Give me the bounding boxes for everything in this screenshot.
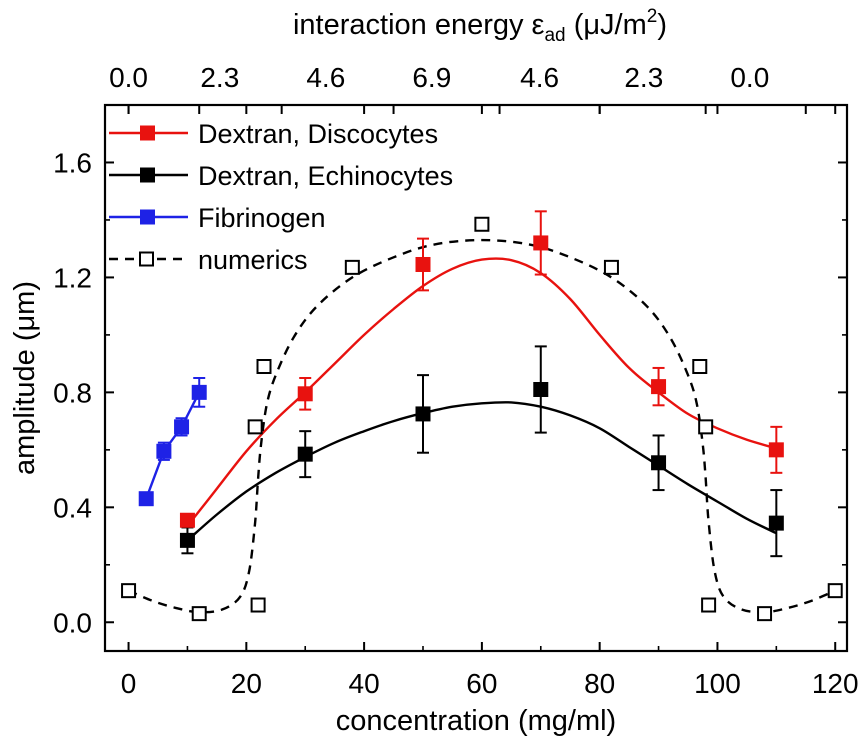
- axis-ticks: 0 20 40 60 80 100 120 0.0 0.4 0.8 1.2 1.6 0.0 2.3 4.6 6…: [53, 62, 859, 699]
- y-tick-label: 1.6: [53, 147, 92, 178]
- echinocytes-fit-line: [186, 401, 777, 542]
- echinocytes-point: [533, 381, 549, 397]
- fibrinogen-point: [138, 491, 154, 507]
- numerics-point: [121, 583, 137, 599]
- data-points: [121, 210, 843, 622]
- x-tick-label: 60: [466, 668, 497, 699]
- discocytes-fit-line: [186, 257, 777, 527]
- numerics-point: [474, 216, 490, 232]
- y-axis-title: amplitude (μm): [9, 281, 41, 475]
- discocytes-point: [533, 235, 549, 251]
- numerics-point: [757, 606, 773, 622]
- discocytes-point: [768, 442, 784, 458]
- numerics-point: [603, 259, 619, 275]
- x-tick-label: 0: [121, 668, 137, 699]
- x-tick-label: 100: [694, 668, 741, 699]
- fibrinogen-point: [174, 419, 190, 435]
- legend-label-echinocytes: Dextran, Echinocytes: [198, 161, 453, 191]
- y-tick-label: 0.0: [53, 607, 92, 638]
- fibrinogen-fit-line: [145, 391, 201, 500]
- y-tick-label: 1.2: [53, 262, 92, 293]
- echinocytes-point: [768, 515, 784, 531]
- echinocytes-point: [179, 532, 195, 548]
- discocytes-point: [651, 379, 667, 395]
- y-tick-label: 0.4: [53, 492, 92, 523]
- discocytes-point: [297, 386, 313, 402]
- top-axis-title: interaction energy εad (μJ/m2): [293, 6, 667, 46]
- numerics-point: [256, 359, 272, 375]
- discocytes-point: [179, 512, 195, 528]
- plot-frame: [103, 103, 849, 653]
- numerics-point: [247, 419, 263, 435]
- x-tick-label: 20: [231, 668, 262, 699]
- top-tick-label: 4.6: [306, 62, 345, 93]
- legend-marker-echinocytes: [140, 167, 155, 183]
- top-tick-label: 4.6: [520, 62, 559, 93]
- legend-label-fibrinogen: Fibrinogen: [198, 203, 326, 233]
- top-tick-label: 2.3: [624, 62, 663, 93]
- discocytes-point: [415, 256, 431, 272]
- numerics-point: [191, 606, 207, 622]
- top-tick-label: 2.3: [200, 62, 239, 93]
- legend-label-discocytes: Dextran, Discocytes: [198, 119, 438, 149]
- x-tick-label: 80: [584, 668, 615, 699]
- legend: Dextran, Discocytes Dextran, Echinocytes F…: [109, 119, 453, 275]
- numerics-point: [701, 597, 717, 613]
- x-tick-label: 40: [349, 668, 380, 699]
- echinocytes-point: [651, 455, 667, 471]
- legend-marker-discocytes: [140, 125, 155, 141]
- numerics-point: [827, 583, 843, 599]
- echinocytes-point: [415, 406, 431, 422]
- numerics-point: [344, 259, 360, 275]
- y-tick-label: 0.8: [53, 377, 92, 408]
- top-tick-label: 0.0: [109, 62, 148, 93]
- top-tick-label: 6.9: [412, 62, 451, 93]
- echinocytes-point: [297, 446, 313, 462]
- numerics-point: [250, 597, 266, 613]
- x-tick-label: 120: [812, 668, 859, 699]
- top-tick-label: 0.0: [730, 62, 769, 93]
- numerics-numeric-curve: [128, 238, 836, 614]
- legend-marker-fibrinogen: [140, 209, 155, 225]
- x-axis-title: concentration (mg/ml): [336, 705, 616, 737]
- fibrinogen-point: [156, 443, 172, 459]
- numerics-point: [698, 419, 714, 435]
- legend-label-numerics: numerics: [198, 245, 308, 275]
- legend-marker-numerics: [139, 251, 154, 267]
- fibrinogen-point: [191, 384, 207, 400]
- numerics-point: [692, 359, 708, 375]
- curves: [128, 238, 836, 614]
